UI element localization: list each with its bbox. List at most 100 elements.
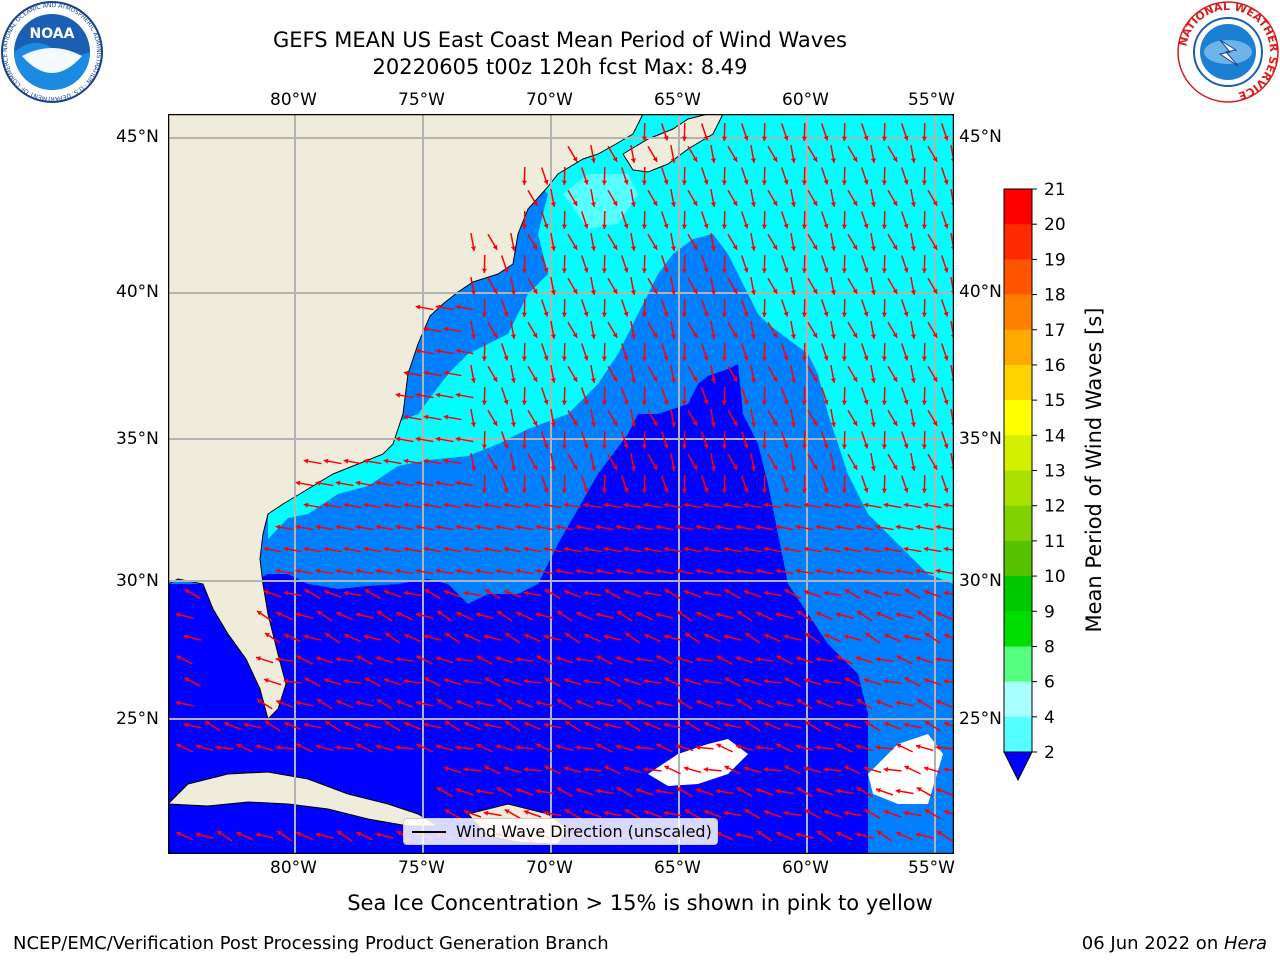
wave-direction-arrowhead	[655, 612, 661, 618]
wave-direction-arrowhead	[383, 546, 389, 552]
wave-direction-arrowhead	[895, 700, 901, 706]
wave-direction-arrowhead	[483, 722, 489, 728]
wave-direction-arrowhead	[855, 568, 861, 574]
wave-direction-arrowhead	[555, 524, 561, 530]
wave-direction-arrowhead	[812, 244, 818, 250]
wave-direction-arrowhead	[855, 832, 861, 838]
wave-direction-arrowhead	[663, 502, 669, 508]
wave-direction-arrowhead	[590, 334, 596, 339]
wave-direction-arrowhead	[315, 524, 321, 530]
wave-direction-arrowhead	[932, 244, 938, 250]
wave-direction-arrowhead	[595, 700, 601, 706]
wave-direction-arrowhead	[681, 268, 687, 273]
wave-direction-arrowhead	[275, 524, 281, 530]
wave-direction-arrowhead	[761, 268, 767, 273]
wave-direction-arrowhead	[435, 744, 441, 750]
wave-direction-arrowhead	[576, 699, 582, 705]
wave-direction-arrowhead	[532, 420, 538, 426]
wave-direction-arrowhead	[375, 744, 381, 750]
wave-direction-arrowhead	[772, 244, 778, 250]
wave-direction-arrowhead	[615, 524, 621, 530]
no-data-patch	[868, 734, 943, 804]
wave-direction-arrowhead	[921, 268, 927, 273]
wave-direction-arrowhead	[935, 568, 941, 574]
wave-direction-arrowhead	[783, 722, 789, 728]
wave-direction-arrowhead	[415, 304, 421, 310]
wave-direction-arrowhead	[795, 744, 801, 750]
wave-direction-arrowhead	[572, 420, 578, 426]
wave-direction-arrowhead	[396, 699, 402, 705]
wave-direction-arrowhead	[543, 399, 549, 405]
wave-direction-arrowhead	[910, 290, 916, 295]
colorbar-tick-label: 20	[1044, 215, 1066, 235]
wave-direction-arrowhead	[710, 466, 716, 471]
wave-direction-arrowhead	[824, 633, 830, 639]
wave-direction-arrowhead	[656, 743, 662, 749]
wave-direction-arrowhead	[295, 612, 301, 618]
wave-direction-arrowhead	[903, 634, 909, 640]
wave-direction-arrowhead	[801, 312, 807, 317]
lon-tick-bottom: 75°W	[398, 858, 445, 878]
wave-direction-arrowhead	[492, 420, 498, 426]
wave-direction-arrowhead	[641, 268, 647, 273]
wave-direction-arrowhead	[565, 633, 571, 638]
wave-direction-arrowhead	[575, 524, 581, 530]
wave-direction-arrowhead	[761, 488, 767, 493]
wave-direction-arrowhead	[803, 546, 809, 552]
wave-direction-arrowhead	[903, 179, 909, 185]
wave-direction-arrowhead	[423, 546, 429, 552]
wave-direction-arrowhead	[583, 223, 589, 229]
wave-direction-arrowhead	[721, 224, 727, 229]
wave-direction-arrowhead	[455, 392, 461, 398]
colorbar-cell	[1004, 576, 1032, 612]
wave-direction-arrowhead	[883, 502, 889, 508]
wave-direction-arrowhead	[184, 589, 190, 594]
wave-direction-arrowhead	[815, 744, 821, 751]
wave-direction-arrowhead	[881, 488, 887, 493]
wave-direction-arrowhead	[921, 312, 927, 317]
wave-direction-arrowhead	[550, 334, 556, 339]
wave-direction-arrowhead	[503, 487, 509, 493]
wave-direction-arrowhead	[336, 699, 342, 705]
wave-direction-arrowhead	[524, 633, 530, 639]
wave-direction-arrowhead	[583, 355, 589, 361]
wave-direction-arrowhead	[772, 200, 778, 206]
wave-direction-arrowhead	[852, 288, 858, 294]
wave-direction-arrowhead	[395, 392, 401, 398]
wave-direction-arrowhead	[863, 399, 869, 405]
wave-direction-arrowhead	[532, 200, 538, 206]
wave-direction-arrowhead	[275, 744, 281, 751]
wave-direction-arrowhead	[615, 568, 621, 574]
wave-direction-arrowhead	[732, 332, 738, 338]
wave-direction-arrowhead	[764, 633, 770, 639]
wave-direction-arrowhead	[881, 224, 887, 229]
wave-direction-arrowhead	[483, 810, 489, 816]
wave-direction-arrowhead	[470, 334, 476, 339]
wave-direction-arrowhead	[663, 443, 669, 449]
wave-direction-arrowhead	[783, 502, 789, 508]
wave-direction-arrowhead	[763, 502, 769, 508]
wave-direction-arrowhead	[184, 677, 190, 683]
wave-direction-arrowhead	[830, 334, 836, 339]
wave-direction-arrowhead	[935, 524, 941, 530]
wave-direction-arrowhead	[576, 787, 581, 793]
wave-direction-arrowhead	[475, 524, 481, 530]
wave-direction-arrowhead	[703, 311, 709, 317]
wave-direction-arrowhead	[445, 633, 451, 638]
wave-direction-arrowhead	[663, 487, 669, 493]
wave-direction-arrowhead	[775, 700, 781, 706]
wave-direction-arrowhead	[804, 589, 809, 595]
wave-direction-arrowhead	[892, 288, 898, 294]
wave-direction-arrowhead	[572, 376, 578, 382]
wave-direction-arrowhead	[630, 202, 636, 207]
wave-direction-arrowhead	[641, 224, 647, 229]
wave-direction-arrowhead	[675, 568, 681, 574]
colorbar-tick-label: 9	[1044, 602, 1055, 622]
wave-direction-arrowhead	[841, 444, 847, 449]
wave-direction-arrowhead	[812, 376, 818, 382]
lon-tick-bottom: 60°W	[782, 858, 829, 878]
wave-direction-arrowhead	[652, 332, 658, 338]
wave-direction-arrowhead	[423, 414, 429, 420]
wave-direction-arrowhead	[676, 699, 682, 704]
wave-direction-arrowhead	[475, 568, 481, 574]
